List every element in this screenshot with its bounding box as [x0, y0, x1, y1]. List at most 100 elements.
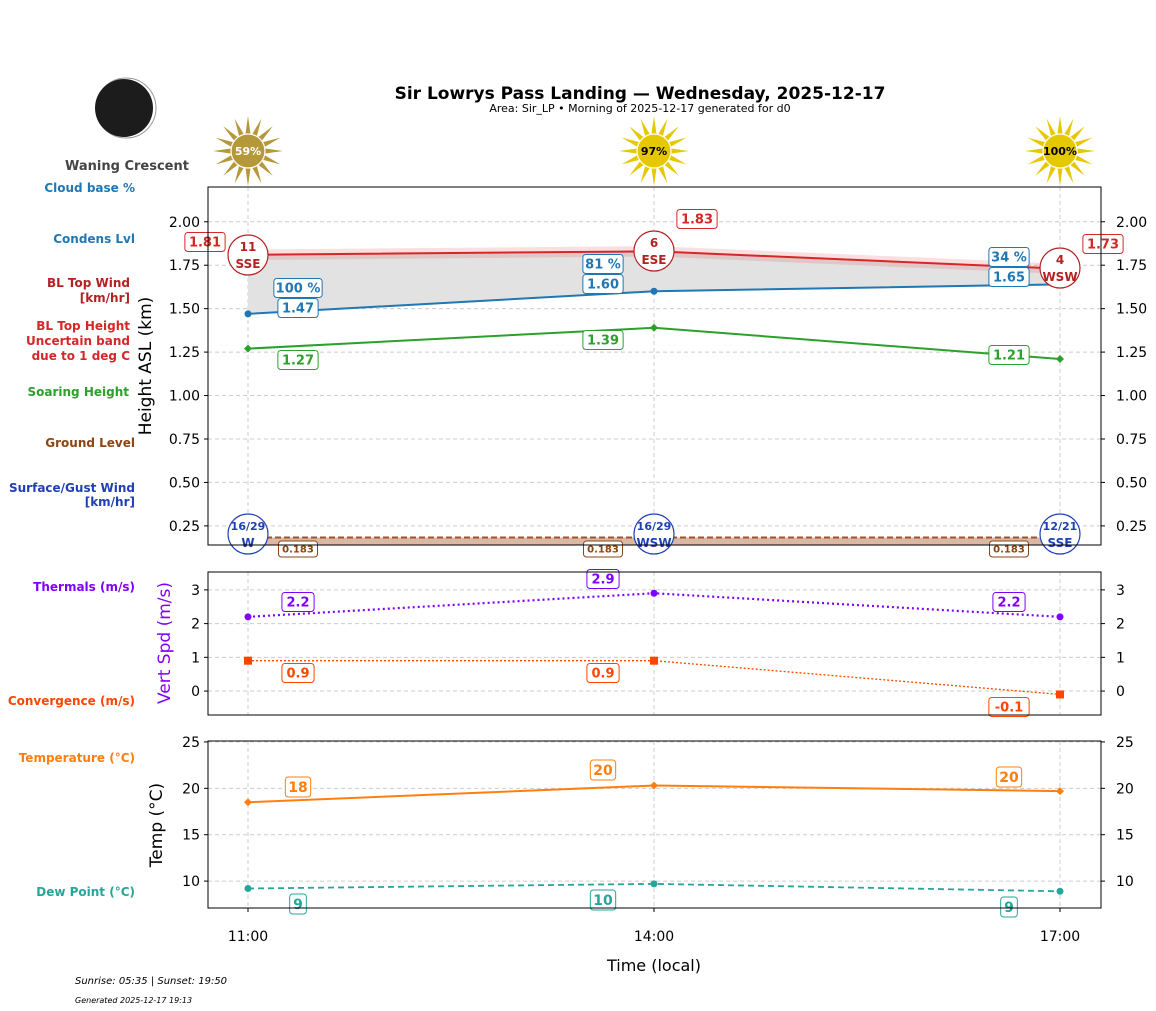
- sun-ray: [223, 160, 239, 176]
- temperature-label: 20: [995, 766, 1023, 788]
- y-tick-label: 0.25: [169, 519, 200, 535]
- dewpoint-point: [1056, 887, 1064, 895]
- sun-ray: [667, 154, 687, 165]
- y-tick-label: 1.50: [169, 302, 200, 318]
- temperature-label: 18: [284, 776, 312, 798]
- convergence-point: [1056, 690, 1064, 699]
- sun-ray: [251, 118, 262, 138]
- sun-ray: [251, 164, 262, 184]
- ground-label: 0.183: [583, 540, 623, 558]
- sun-ray: [1069, 126, 1085, 142]
- thermals-label-text: 2.2: [997, 596, 1020, 611]
- convergence-label: 0.9: [586, 663, 620, 683]
- bl-wind-barb: 6 ESE: [633, 230, 675, 272]
- sun-ray: [1025, 148, 1045, 154]
- dewpoint-label: 9: [289, 893, 307, 915]
- y-tick-label: 10: [182, 874, 200, 890]
- y-tick-label-right: 25: [1116, 735, 1134, 751]
- condens-label-box: [988, 267, 1030, 287]
- bl-wind-barb-circle: [1039, 247, 1081, 289]
- thermals-label-box: [992, 592, 1026, 612]
- temperature-label-box: [589, 759, 617, 781]
- sun-disc: [1042, 133, 1078, 169]
- sun-ray: [234, 164, 245, 184]
- condens-label: 1.60: [582, 274, 624, 294]
- bl-top-label-text: 1.81: [189, 236, 221, 251]
- y-axis-label-height: Height ASL (km): [136, 297, 156, 436]
- y-tick-label-right: 1.50: [1116, 302, 1147, 318]
- cloud-pct-label-box: [988, 247, 1030, 267]
- moon-icon: [95, 77, 157, 139]
- sun-ray: [234, 118, 245, 138]
- surface-wind-barb: 16/29 WSW: [633, 513, 675, 555]
- y-tick-label: 1.25: [169, 345, 200, 361]
- cloud-pct-label: 100 %: [273, 278, 323, 298]
- sun-ray: [1046, 164, 1057, 184]
- sun-ray: [663, 126, 679, 142]
- label-bl-wind: BL Top Wind: [47, 276, 130, 290]
- soaring-label-text: 1.39: [587, 334, 619, 349]
- cloud-pct-label: 34 %: [988, 247, 1030, 267]
- soaring-label-box: [277, 350, 319, 370]
- sun-icon: 59%: [213, 116, 283, 186]
- bl-top-label: 1.83: [676, 209, 718, 229]
- soaring-label: 1.39: [582, 330, 624, 350]
- y-tick-label-right: 15: [1116, 828, 1134, 844]
- convergence-label: 0.9: [281, 663, 315, 683]
- surface-wind-barb-speed: 12/21: [1043, 520, 1078, 533]
- surface-wind-barb-speed: 16/29: [637, 520, 672, 533]
- sun-percent: 100%: [1043, 145, 1077, 158]
- sun-ray: [223, 126, 239, 142]
- sun-ray: [1073, 137, 1093, 148]
- dewpoint-label: 10: [589, 889, 617, 911]
- y-tick-label-right: 2.00: [1116, 215, 1147, 231]
- y-tick-label-right: 1: [1116, 650, 1125, 666]
- cloud-pct-label-box: [582, 254, 624, 274]
- sun-ray: [663, 160, 679, 176]
- temperature-label: 20: [589, 759, 617, 781]
- y-tick-label-right: 0.75: [1116, 432, 1147, 448]
- thermals-label-box: [586, 569, 620, 589]
- bl-top-label-text: 1.83: [681, 213, 713, 228]
- condens-label: 1.65: [988, 267, 1030, 287]
- panel-2: 0 0 1 1 2 2 3 3: [191, 572, 1125, 715]
- sun-ray: [621, 137, 641, 148]
- sun-times: Sunrise: 05:35 | Sunset: 19:50: [75, 976, 227, 987]
- temperature-label-text: 20: [593, 763, 613, 779]
- surface-wind-barb-speed: 16/29: [231, 520, 266, 533]
- dewpoint-label-box: [589, 889, 617, 911]
- y-axis-label-vert: Vert Spd (m/s): [155, 582, 175, 704]
- sun-icon: 100%: [1025, 116, 1095, 186]
- sun-ray: [657, 118, 668, 138]
- bl-wind-barb-direction: WSW: [1042, 270, 1077, 284]
- sun-ray: [257, 126, 273, 142]
- sun-ray: [1035, 160, 1051, 176]
- dewpoint-line: [247, 882, 1061, 893]
- soaring-point: [244, 344, 252, 353]
- sun-ray: [213, 148, 233, 154]
- soaring-label-text: 1.21: [993, 349, 1025, 364]
- bl-top-label: 1.73: [1082, 234, 1124, 254]
- bl-wind-barb: 11 SSE: [227, 234, 269, 276]
- temperature-point: [244, 798, 252, 807]
- sun-ray: [257, 160, 273, 176]
- ground-label: 0.183: [989, 540, 1029, 558]
- temperature-label-text: 18: [288, 780, 307, 796]
- y-tick-label: 0.50: [169, 475, 200, 491]
- dewpoint-label-text: 9: [293, 897, 303, 913]
- sun-ray: [215, 154, 235, 165]
- y-tick-label-right: 3: [1116, 583, 1125, 599]
- thermals-point: [650, 589, 658, 597]
- sun-disc: [230, 133, 266, 169]
- bl-wind-barb-speed: 11: [240, 240, 257, 254]
- bl-top-label: 1.81: [184, 232, 226, 252]
- ground-label-text: 0.183: [282, 545, 314, 556]
- x-tick-label: 14:00: [634, 929, 674, 945]
- y-tick-label-right: 0.25: [1116, 519, 1147, 535]
- thermals-label-text: 2.2: [286, 596, 309, 611]
- label-surface-wind-unit: [km/hr]: [85, 495, 135, 509]
- temperature-label-box: [284, 776, 312, 798]
- condens-label: 1.47: [277, 298, 319, 318]
- temperature-point: [650, 781, 658, 790]
